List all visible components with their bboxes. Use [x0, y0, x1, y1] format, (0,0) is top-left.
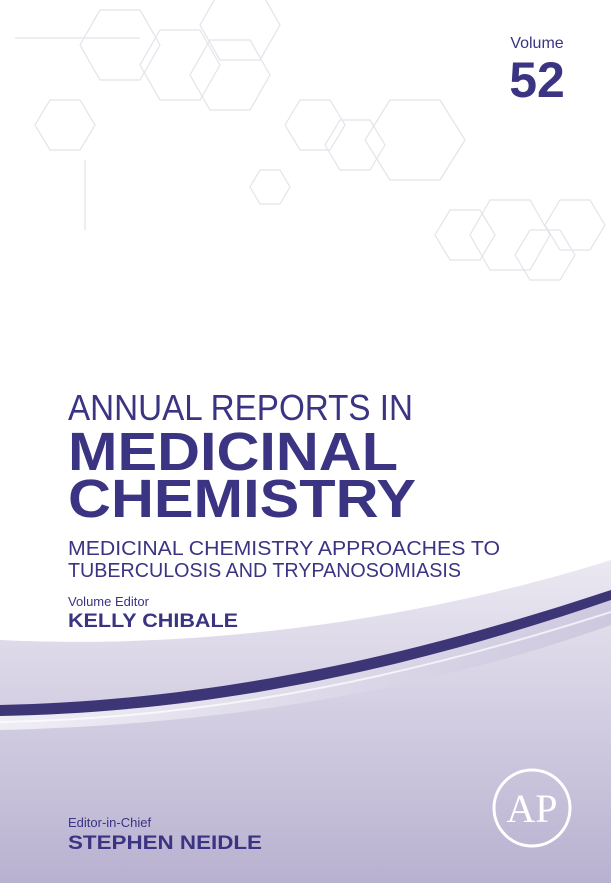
subtitle: MEDICINAL CHEMISTRY APPROACHES TO — [68, 538, 500, 560]
hexagon-pattern — [15, 0, 606, 281]
logo-text: AP — [506, 786, 557, 831]
publisher-logo: AP — [492, 768, 572, 848]
editor-name: KELLY CHIBALE — [68, 611, 238, 632]
series-title: ANNUAL REPORTS IN — [68, 387, 413, 428]
editor-label: Volume Editor — [68, 594, 150, 609]
swoosh-light — [0, 611, 611, 723]
editor-in-chief-name: STEPHEN NEIDLE — [68, 833, 262, 854]
main-title: MEDICINAL — [68, 422, 398, 482]
volume-label: Volume — [510, 35, 563, 52]
subtitle: TUBERCULOSIS AND TRYPANOSOMIASIS — [68, 560, 461, 582]
main-title: CHEMISTRY — [68, 469, 416, 529]
volume-number: 52 — [509, 52, 565, 108]
swoosh-stripe — [0, 590, 611, 716]
background-band — [0, 590, 611, 730]
editor-in-chief-label: Editor-in-Chief — [68, 815, 151, 830]
